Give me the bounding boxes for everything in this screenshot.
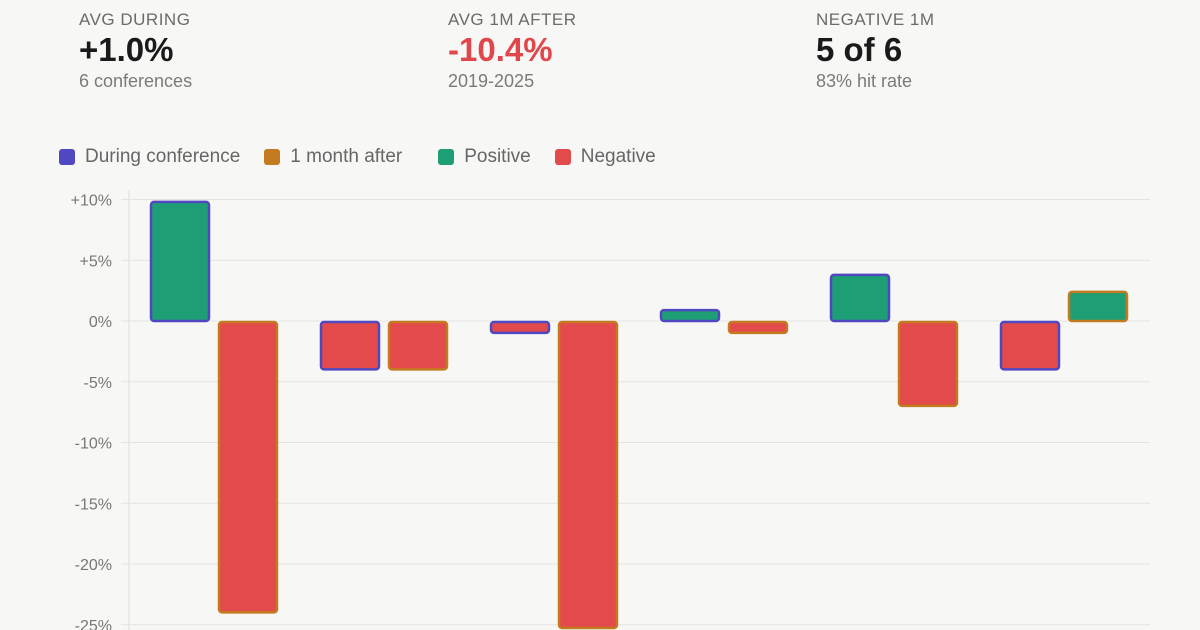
stat-value: +1.0% xyxy=(79,31,174,68)
y-tick-label: -25% xyxy=(75,618,112,630)
stat-label: AVG 1M AFTER xyxy=(448,10,577,29)
stat-negative: NEGATIVE 1M 5 of 6 83% hit rate xyxy=(816,10,935,92)
stat-label: NEGATIVE 1M xyxy=(816,10,935,29)
legend-label: During conference xyxy=(85,146,241,167)
bar-during-1 xyxy=(149,200,211,323)
legend-after[interactable]: 1 month after xyxy=(264,146,402,168)
stat-sub: 6 conferences xyxy=(79,71,193,91)
bar-during-6 xyxy=(999,320,1061,371)
bar-after-2 xyxy=(387,320,449,371)
legend-positive[interactable]: Positive xyxy=(438,146,531,168)
y-tick-label: 0% xyxy=(89,314,112,331)
legend-swatch xyxy=(438,149,455,165)
stat-value: 5 of 6 xyxy=(816,31,903,68)
y-tick-label: -20% xyxy=(75,557,112,574)
bar-after-6 xyxy=(1067,290,1129,323)
y-tick-label: +5% xyxy=(80,253,112,270)
legend-label: Positive xyxy=(464,146,531,167)
y-tick-label: -5% xyxy=(84,375,112,392)
legend-label: 1 month after xyxy=(290,146,403,167)
legend-label: Negative xyxy=(580,146,656,167)
legend-swatch xyxy=(554,149,571,165)
stat-avg-after: AVG 1M AFTER -10.4% 2019-2025 xyxy=(448,10,577,92)
bar-after-3 xyxy=(557,320,619,630)
bar-during-4 xyxy=(659,308,721,323)
stat-sub: 2019-2025 xyxy=(448,71,535,91)
chart-legend: During conference 1 month after Positive… xyxy=(59,146,680,168)
bar-during-3 xyxy=(489,320,551,335)
y-tick-label: -15% xyxy=(75,496,112,513)
bar-during-2 xyxy=(319,320,381,371)
legend-negative[interactable]: Negative xyxy=(554,146,656,168)
legend-swatch xyxy=(59,149,75,165)
bar-after-1 xyxy=(217,320,279,614)
stat-avg-during: AVG DURING +1.0% 6 conferences xyxy=(79,10,192,92)
bar-after-4 xyxy=(727,320,789,335)
bar-after-5 xyxy=(897,320,959,408)
stat-label: AVG DURING xyxy=(79,10,191,29)
legend-swatch xyxy=(264,149,281,165)
stat-value: -10.4% xyxy=(448,31,553,68)
legend-during[interactable]: During conference xyxy=(59,146,240,168)
stat-sub: 83% hit rate xyxy=(816,71,913,91)
y-tick-label: -10% xyxy=(75,436,112,453)
bar-during-5 xyxy=(829,273,891,323)
y-tick-label: +10% xyxy=(71,193,112,210)
